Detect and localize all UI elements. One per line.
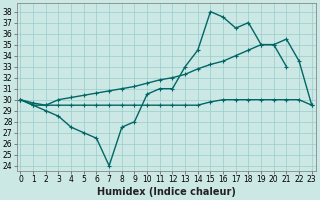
X-axis label: Humidex (Indice chaleur): Humidex (Indice chaleur) (97, 187, 236, 197)
